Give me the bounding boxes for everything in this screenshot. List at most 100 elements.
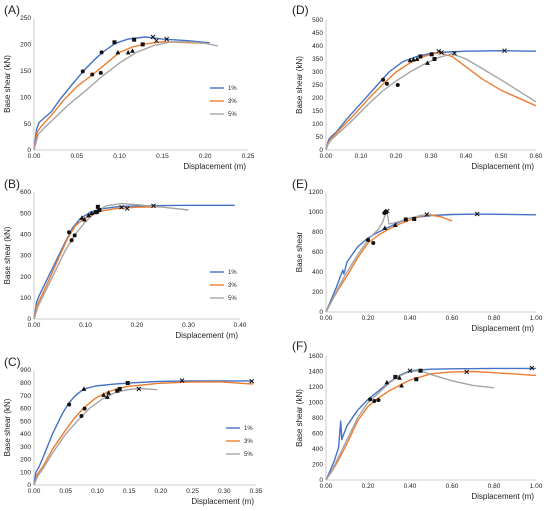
data-marker-square [429, 52, 434, 57]
x-tick-label: 0.00 [28, 488, 41, 495]
x-tick-label: 0.20 [131, 322, 144, 329]
x-tick-label: 0.10 [91, 488, 104, 495]
y-tick-label: 300 [20, 444, 31, 451]
y-tick-label: 1200 [309, 384, 324, 391]
y-tick-label: 1600 [309, 353, 324, 360]
data-marker-circle [72, 233, 77, 238]
y-tick-label: 0 [319, 147, 323, 154]
series-line [325, 370, 495, 481]
x-tick-label: 0.00 [320, 315, 333, 322]
y-tick-label: 0 [27, 147, 31, 154]
data-marker-x [164, 36, 170, 42]
data-marker-triangle [104, 394, 110, 399]
data-marker-square [94, 210, 99, 215]
y-tick-label: 350 [312, 56, 323, 63]
series-line [325, 210, 432, 313]
data-marker-triangle [384, 379, 390, 385]
data-marker-triangle [125, 49, 131, 55]
data-marker-circle [80, 69, 85, 74]
x-tick-label: 0.10 [355, 153, 368, 160]
y-tick-label: 250 [312, 82, 323, 89]
legend-label: 1% [228, 270, 237, 276]
y-tick-label: 200 [20, 274, 31, 281]
x-tick-label: 0.05 [59, 488, 72, 495]
y-tick-label: 50 [24, 121, 32, 128]
y-axis-label: Base shear (kN) [3, 398, 12, 456]
data-marker-x [502, 48, 507, 54]
x-axis-label: Displacement (m) [191, 497, 254, 506]
data-marker-x [384, 208, 390, 214]
data-marker-x [249, 378, 255, 384]
x-tick-label: 0.80 [488, 315, 501, 322]
data-marker-circle [366, 238, 370, 242]
y-tick-label: 300 [20, 253, 31, 260]
y-tick-label: 200 [20, 457, 31, 464]
y-tick-label: 1000 [309, 400, 324, 407]
series-line [33, 204, 235, 320]
y-tick-label: 150 [20, 68, 31, 75]
y-tick-label: 900 [20, 367, 31, 374]
legend: 1% 3% 5% [210, 270, 237, 302]
data-marker-triangle [81, 386, 87, 391]
chart-panel-4: (D) 0.00 0.10 0.20 0.30 0.40 0.50 0.60 0 50 100 150… [292, 3, 543, 171]
y-tick-label: 100 [20, 94, 31, 101]
y-axis-label: Base shear [295, 231, 304, 272]
data-marker-x [136, 386, 142, 392]
data-marker-circle [371, 241, 376, 245]
x-tick-label: 0.80 [488, 483, 501, 490]
data-marker-triangle [407, 57, 413, 63]
x-tick-label: 0.20 [155, 488, 168, 495]
x-tick-label: 0.00 [28, 153, 41, 160]
data-marker-circle [384, 81, 389, 86]
data-marker-triangle [115, 49, 121, 55]
x-tick-label: 0.40 [460, 153, 473, 160]
x-axis-label: Displacement (m) [471, 324, 534, 333]
panel-label: (E) [292, 177, 308, 191]
chart-panel-6: (F) 0.00 0.20 0.40 0.60 0.80 1.00 0 200 400 600 800… [292, 339, 543, 501]
data-marker-square [432, 57, 437, 61]
y-tick-label: 400 [312, 269, 323, 276]
legend-label: 5% [228, 296, 237, 302]
series-line [325, 367, 536, 481]
x-tick-label: 0.25 [186, 488, 199, 495]
x-tick-label: 0.00 [320, 153, 333, 160]
y-tick-label: 0 [319, 309, 323, 316]
legend: 1% 3% 5% [226, 426, 253, 458]
legend-label: 3% [228, 99, 237, 105]
data-marker-square [115, 388, 120, 393]
data-marker-circle [99, 50, 104, 55]
y-tick-label: 100 [312, 121, 323, 128]
y-tick-label: 100 [20, 295, 31, 302]
y-tick-label: 150 [312, 108, 323, 115]
data-marker-circle [368, 397, 373, 402]
legend-label: 5% [244, 452, 253, 458]
data-marker-triangle [411, 57, 416, 62]
x-tick-label: 0.40 [404, 315, 417, 322]
data-marker-x [464, 369, 470, 375]
chart-panel-1: (A) 0.00 0.05 0.10 0.15 0.20 0.25 0 50 100 150 200 2… [3, 3, 255, 171]
x-tick-label: 0.60 [446, 483, 459, 490]
y-tick-label: 600 [20, 406, 31, 413]
data-marker-circle [67, 230, 72, 235]
x-tick-label: 0.60 [446, 315, 459, 322]
data-marker-triangle [397, 375, 402, 380]
x-tick-label: 0.50 [495, 153, 508, 160]
panel-label: (C) [4, 355, 21, 369]
y-tick-label: 600 [20, 189, 31, 196]
data-marker-circle [82, 406, 87, 411]
y-tick-label: 250 [20, 15, 31, 22]
x-tick-label: 0.30 [218, 488, 231, 495]
data-marker-square [117, 386, 122, 391]
data-marker-square [132, 37, 137, 42]
panel-label: (F) [292, 339, 307, 353]
y-tick-label: 400 [312, 43, 323, 50]
y-tick-label: 0 [319, 477, 323, 484]
series-line [325, 213, 537, 313]
x-tick-label: 0.40 [234, 322, 247, 329]
series-line [33, 387, 158, 486]
x-tick-label: 0.20 [390, 153, 403, 160]
x-axis-label: Displacement (m) [175, 331, 238, 340]
x-tick-label: 0.60 [530, 153, 543, 160]
chart-panel-3: (C) 0.00 0.05 0.10 0.15 0.20 0.25 0.30 0.35 0 100 2… [3, 355, 263, 506]
data-marker-triangle [425, 60, 430, 65]
